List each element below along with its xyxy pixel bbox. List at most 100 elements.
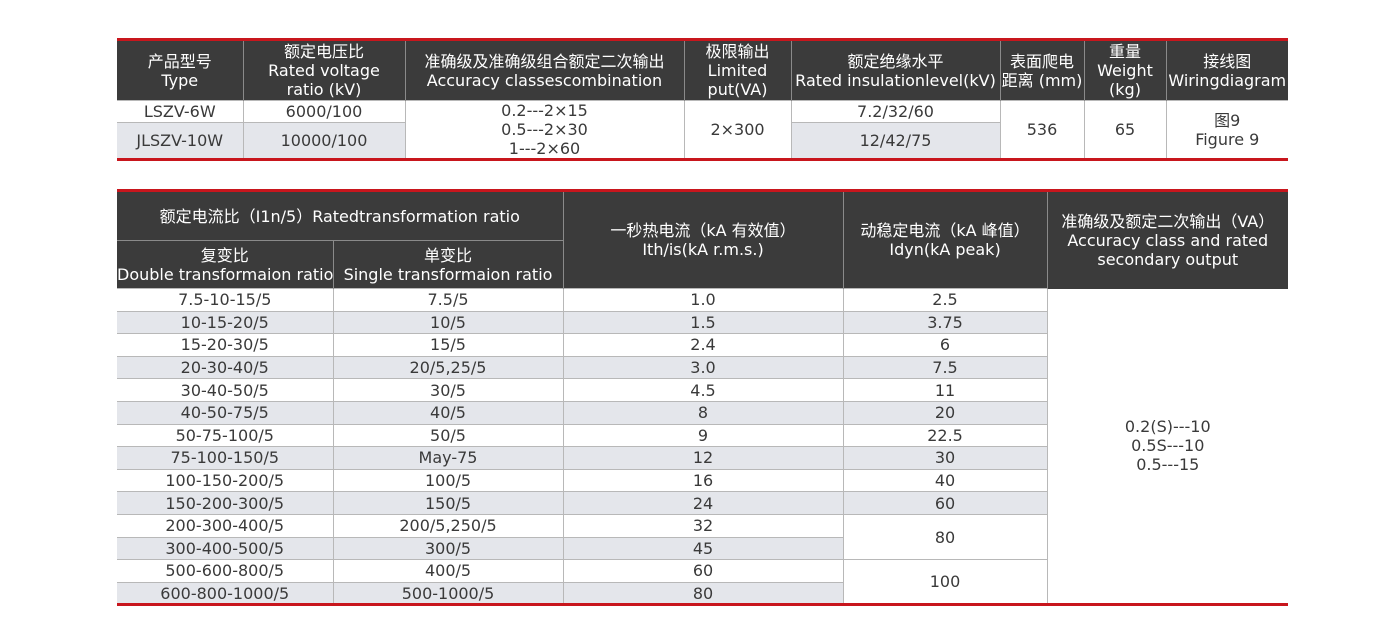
table-row: 150-200-300/5 150/5 24 60: [117, 491, 1288, 515]
cell-single-ratio: May-75: [332, 446, 564, 470]
cell-double-ratio: 20-30-40/5: [117, 355, 333, 379]
cell-accuracy-output: 0.2(S)---10 0.5S---10 0.5---15: [1046, 288, 1289, 605]
table-row: 100-150-200/5 100/5 16 40: [117, 468, 1288, 492]
cell-double-ratio: 15-20-30/5: [117, 333, 333, 357]
cell-double-ratio: 50-75-100/5: [117, 423, 333, 447]
cell-limited-output: 2×300: [683, 100, 791, 160]
cell-double-ratio: 500-600-800/5: [117, 559, 333, 583]
cell-insulation: 12/42/75: [790, 122, 1000, 160]
table-row: 75-100-150/5 May-75 12 30: [117, 446, 1288, 470]
cell-dynamic-current: 2.5: [842, 288, 1048, 312]
cell-thermal-current: 16: [562, 468, 844, 492]
cell-thermal-current: 24: [562, 491, 844, 515]
cell-thermal-current: 60: [562, 559, 844, 583]
table-row: 500-600-800/5 400/5 60 100: [117, 559, 1288, 605]
cell-double-ratio: 75-100-150/5: [117, 446, 333, 470]
table-row: 10-15-20/5 10/5 1.5 3.75: [117, 310, 1288, 334]
current-transformer-table: 额定电流比（I1n/5）Ratedtransformation ratio 一秒…: [117, 189, 1289, 607]
cell-single-ratio: 40/5: [332, 400, 564, 425]
cell-dynamic-current: 100: [842, 559, 1048, 605]
table-row: 30-40-50/5 30/5 4.5 11: [117, 378, 1288, 402]
cell-dynamic-current: 22.5: [842, 423, 1048, 447]
header-accuracy-combination: 准确级及准确级组合额定二次输出 Accuracy classescombinati…: [404, 39, 684, 101]
table-row: 300-400-500/5 300/5 45: [117, 536, 1288, 560]
cell-thermal-current: 12: [562, 446, 844, 470]
cell-single-ratio: 200/5,250/5: [332, 513, 564, 538]
cell-single-ratio: 50/5: [332, 423, 564, 447]
cell-ratio: 10000/100: [242, 122, 405, 160]
cell-single-ratio: 30/5: [332, 378, 564, 402]
cell-single-ratio: 500-1000/5: [332, 581, 564, 605]
cell-single-ratio: 15/5: [332, 333, 564, 357]
cell-ratio: 6000/100: [242, 99, 405, 123]
cell-thermal-current: 32: [562, 513, 844, 538]
header-creepage-distance: 表面爬电 距离 (mm): [999, 39, 1084, 101]
cell-single-ratio: 7.5/5: [332, 288, 564, 312]
voltage-transformer-table: 产品型号 Type 额定电压比 Rated voltage ratio (kV) 准确…: [117, 38, 1288, 161]
table-row: JLSZV-10W 10000/100 12/42/75: [117, 122, 1288, 160]
cell-creepage: 536: [999, 100, 1084, 160]
cell-thermal-current: 45: [562, 536, 844, 560]
cell-double-ratio: 300-400-500/5: [117, 536, 333, 560]
cell-type: LSZV-6W: [117, 99, 243, 123]
cell-dynamic-current: 3.75: [842, 310, 1048, 334]
header-double-ratio: 复变比 Double transformaion ratio: [117, 240, 333, 289]
cell-double-ratio: 30-40-50/5: [117, 378, 333, 402]
header-limited-output: 极限输出 Limited put(VA): [683, 39, 791, 101]
cell-thermal-current: 1.5: [562, 310, 844, 334]
cell-dynamic-current: 7.5: [842, 355, 1048, 379]
cell-thermal-current: 9: [562, 423, 844, 447]
cell-dynamic-current: 30: [842, 446, 1048, 470]
cell-dynamic-current: 80: [842, 513, 1048, 560]
cell-double-ratio: 7.5-10-15/5: [117, 288, 333, 312]
header-rated-voltage-ratio: 额定电压比 Rated voltage ratio (kV): [242, 39, 405, 101]
table2-subheader-row: 复变比 Double transformaion ratio 单变比 Single …: [117, 240, 1288, 289]
cell-thermal-current: 8: [562, 400, 844, 425]
table-row: 20-30-40/5 20/5,25/5 3.0 7.5: [117, 355, 1288, 379]
cell-dynamic-current: 40: [842, 468, 1048, 492]
cell-insulation: 7.2/32/60: [790, 99, 1000, 123]
table-row: 50-75-100/5 50/5 9 22.5: [117, 423, 1288, 447]
cell-double-ratio: 200-300-400/5: [117, 513, 333, 538]
cell-double-ratio: 40-50-75/5: [117, 400, 333, 425]
table-row: LSZV-6W 6000/100 0.2---2×15 0.5---2×30 1--…: [117, 99, 1288, 160]
cell-double-ratio: 600-800-1000/5: [117, 581, 333, 605]
header-type: 产品型号 Type: [117, 39, 243, 101]
cell-single-ratio: 100/5: [332, 468, 564, 492]
cell-thermal-current: 80: [562, 581, 844, 605]
header-insulation-level: 额定绝缘水平 Rated insulationlevel(kV): [790, 39, 1000, 101]
cell-dynamic-current: 6: [842, 333, 1048, 357]
cell-type: JLSZV-10W: [117, 122, 243, 160]
cell-thermal-current: 3.0: [562, 355, 844, 379]
table1-header-row: 产品型号 Type 额定电压比 Rated voltage ratio (kV) 准确…: [117, 39, 1288, 101]
header-accuracy-output: 准确级及额定二次输出（VA） Accuracy class and rated se…: [1046, 190, 1289, 289]
header-wiring-diagram: 接线图 Wiringdiagram: [1165, 39, 1288, 101]
cell-wiring: 图9 Figure 9: [1165, 100, 1288, 160]
cell-single-ratio: 10/5: [332, 310, 564, 334]
header-rated-transformation-ratio: 额定电流比（I1n/5）Ratedtransformation ratio: [117, 190, 564, 241]
table-row: 600-800-1000/5 500-1000/5 80: [117, 581, 1288, 605]
cell-thermal-current: 2.4: [562, 333, 844, 357]
table-row: 200-300-400/5 200/5,250/5 32 80: [117, 513, 1288, 560]
cell-thermal-current: 1.0: [562, 288, 844, 312]
table-row: 7.5-10-15/5 7.5/5 1.0 2.5 0.2(S)---10 0.5…: [117, 288, 1289, 605]
cell-single-ratio: 150/5: [332, 491, 564, 515]
header-weight: 重量 Weight (kg): [1083, 39, 1166, 101]
header-dynamic-current: 动稳定电流（kA 峰值） Idyn(kA peak): [842, 190, 1048, 289]
cell-single-ratio: 20/5,25/5: [332, 355, 564, 379]
cell-single-ratio: 300/5: [332, 536, 564, 560]
cell-dynamic-current: 11: [842, 378, 1048, 402]
table-row: 40-50-75/5 40/5 8 20: [117, 400, 1288, 425]
table-row: 15-20-30/5 15/5 2.4 6: [117, 333, 1288, 357]
cell-double-ratio: 150-200-300/5: [117, 491, 333, 515]
cell-single-ratio: 400/5: [332, 559, 564, 583]
cell-accuracy: 0.2---2×15 0.5---2×30 1---2×60: [404, 100, 684, 160]
cell-thermal-current: 4.5: [562, 378, 844, 402]
cell-double-ratio: 100-150-200/5: [117, 468, 333, 492]
cell-dynamic-current: 20: [842, 400, 1048, 425]
cell-dynamic-current: 60: [842, 491, 1048, 515]
cell-weight: 65: [1083, 100, 1166, 160]
cell-double-ratio: 10-15-20/5: [117, 310, 333, 334]
header-single-ratio: 单变比 Single transformaion ratio: [332, 240, 564, 289]
header-thermal-current: 一秒热电流（kA 有效值） Ith/is(kA r.m.s.): [562, 190, 844, 289]
